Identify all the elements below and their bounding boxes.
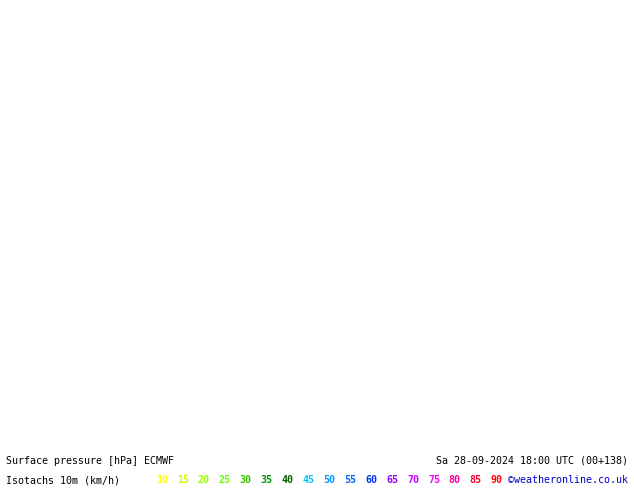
Text: 65: 65 [386,475,398,485]
Text: 50: 50 [323,475,335,485]
Text: 30: 30 [240,475,252,485]
Text: 55: 55 [344,475,356,485]
Text: 85: 85 [470,475,482,485]
Text: 20: 20 [198,475,210,485]
Text: 10: 10 [156,475,168,485]
Text: 25: 25 [219,475,231,485]
Text: 90: 90 [491,475,503,485]
Text: 60: 60 [365,475,377,485]
Text: 45: 45 [302,475,314,485]
Text: Surface pressure [hPa] ECMWF: Surface pressure [hPa] ECMWF [6,456,174,466]
Text: 35: 35 [261,475,273,485]
Text: ©weatheronline.co.uk: ©weatheronline.co.uk [508,475,628,485]
Text: 15: 15 [177,475,189,485]
Text: Isotachs 10m (km/h): Isotachs 10m (km/h) [6,475,120,485]
Text: 40: 40 [281,475,294,485]
Text: 70: 70 [407,475,419,485]
Text: 75: 75 [428,475,440,485]
Text: Sa 28-09-2024 18:00 UTC (00+138): Sa 28-09-2024 18:00 UTC (00+138) [436,456,628,466]
Text: 80: 80 [449,475,461,485]
